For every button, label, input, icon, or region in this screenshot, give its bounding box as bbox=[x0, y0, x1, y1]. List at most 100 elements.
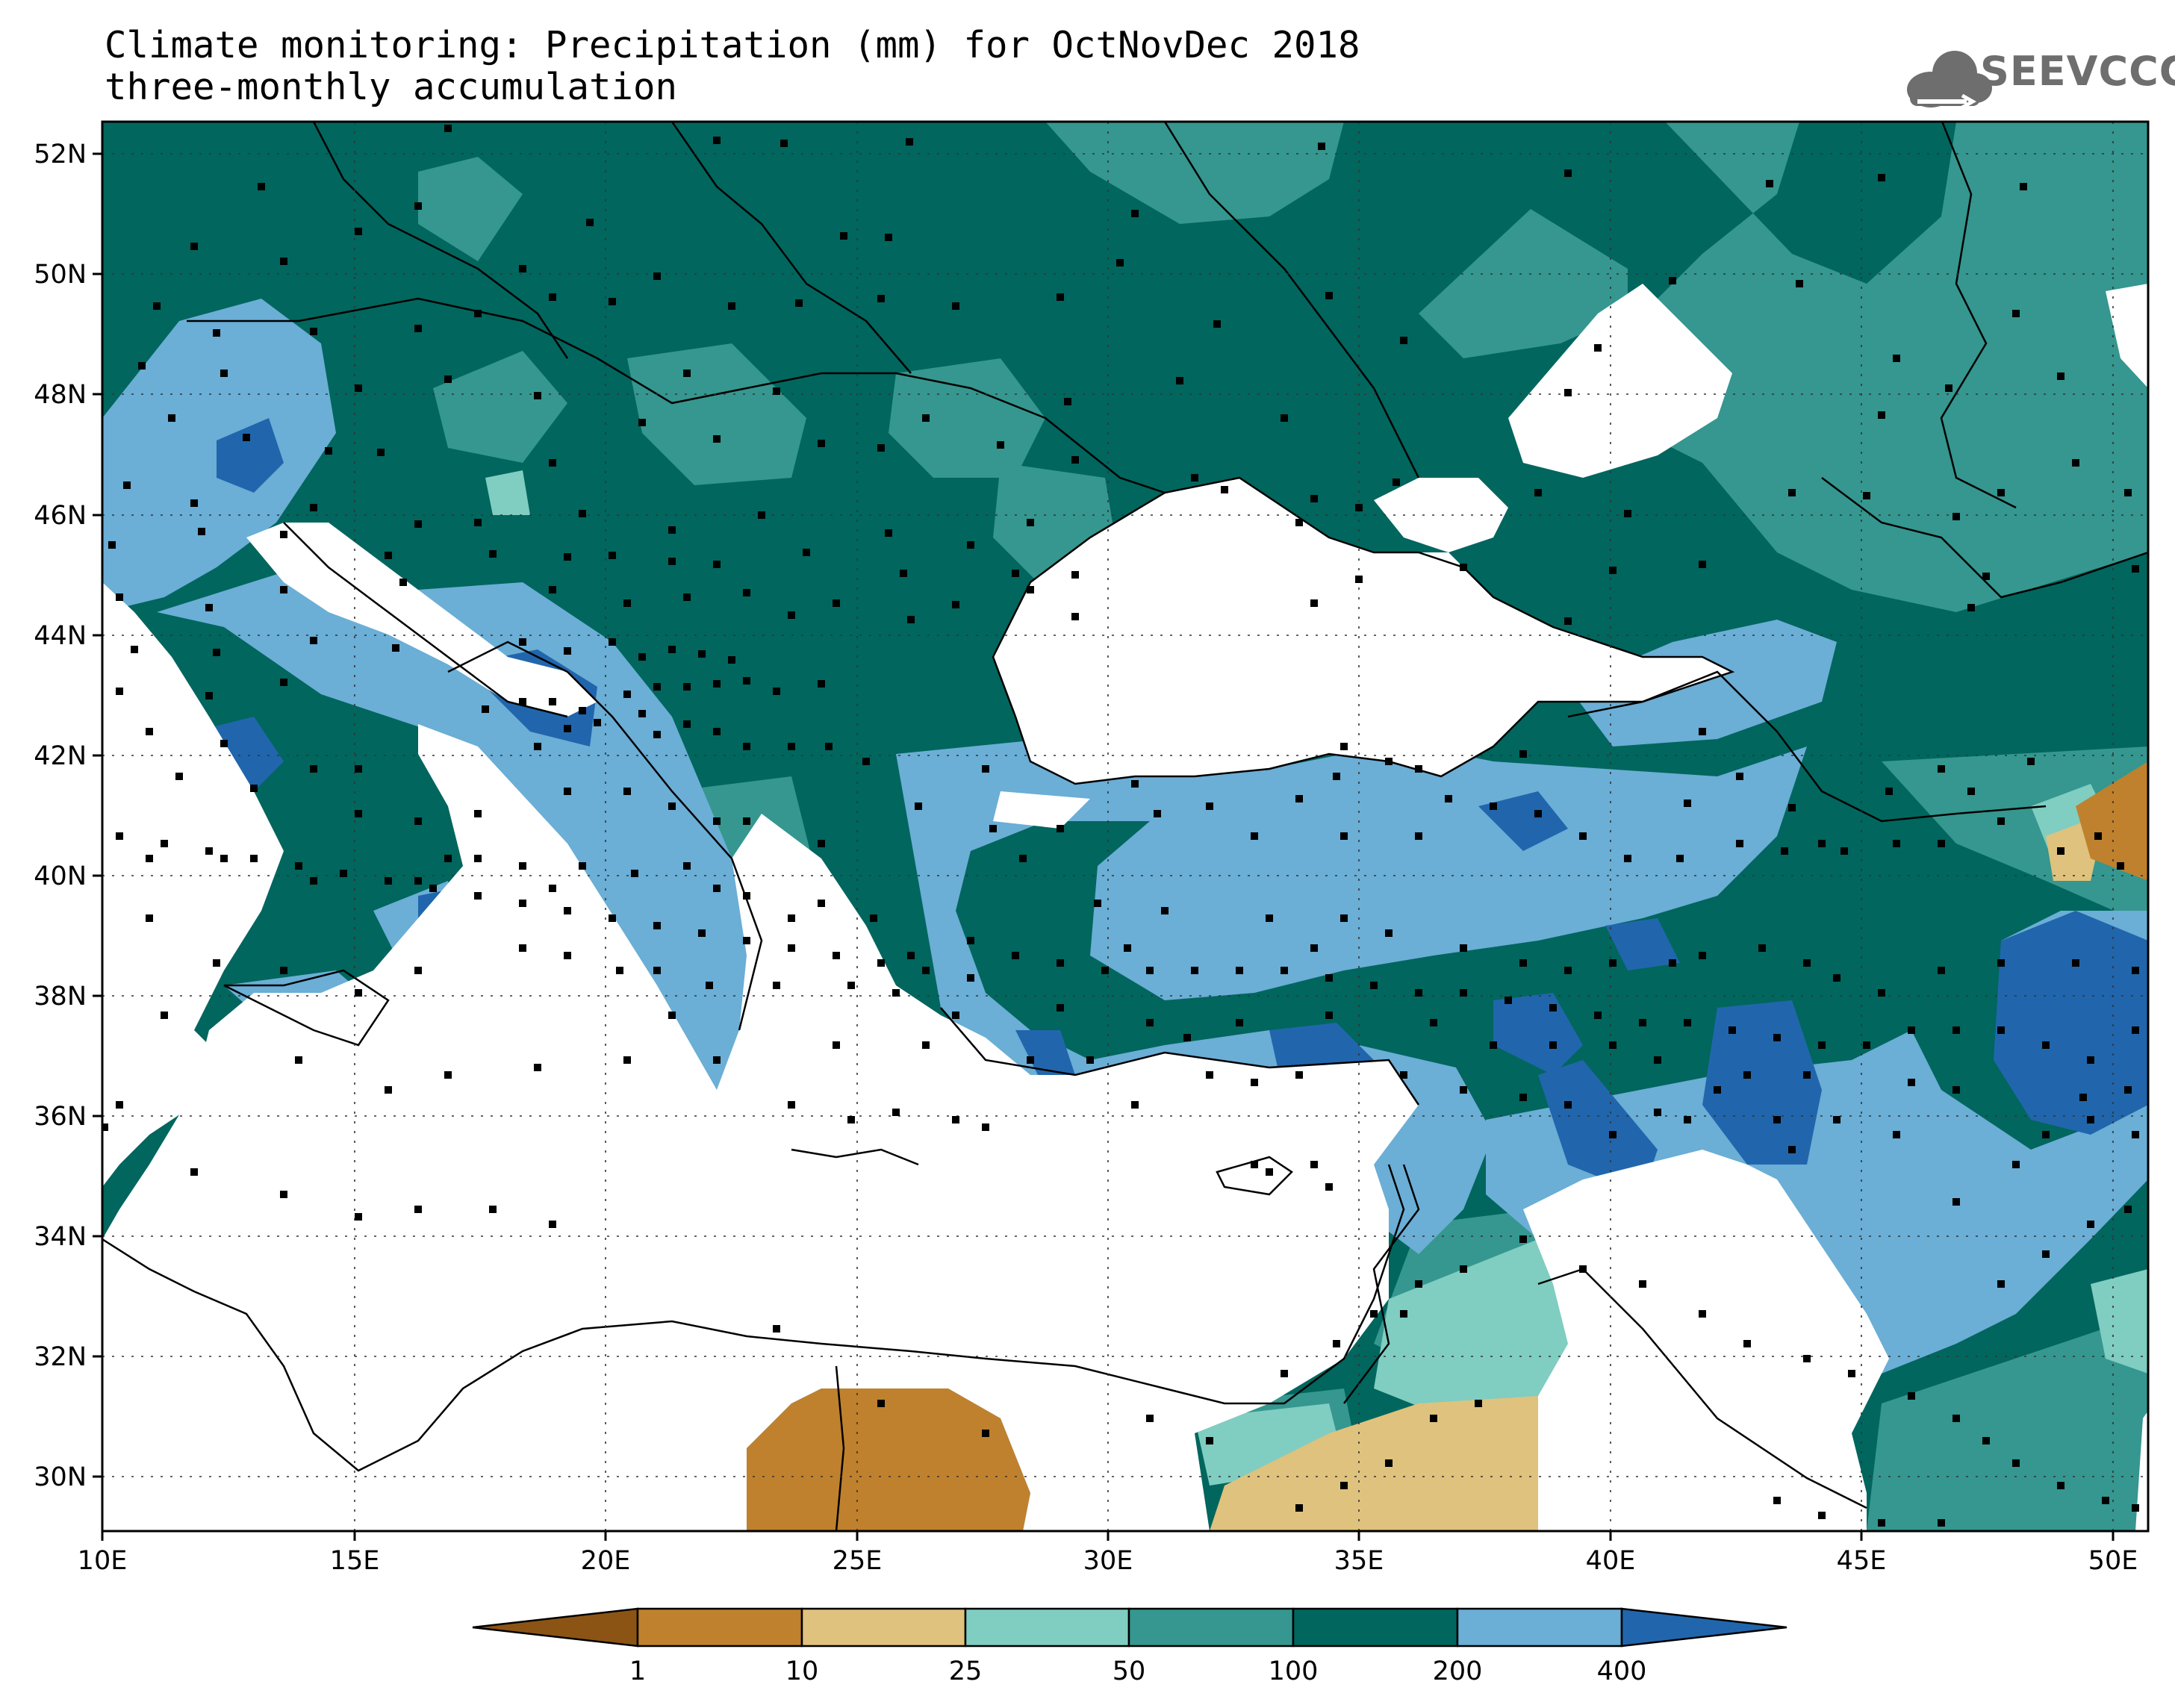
station-marker bbox=[2117, 862, 2124, 870]
station-marker bbox=[519, 900, 526, 907]
station-marker bbox=[653, 683, 661, 691]
station-marker bbox=[2057, 847, 2064, 855]
lat-label: 42N bbox=[34, 741, 87, 771]
station-marker bbox=[280, 586, 287, 593]
station-marker bbox=[2087, 1221, 2094, 1228]
station-marker bbox=[1460, 564, 1467, 571]
station-marker bbox=[1564, 169, 1572, 177]
station-marker bbox=[1908, 1392, 1915, 1400]
station-marker bbox=[743, 892, 750, 900]
station-marker bbox=[1833, 1116, 1840, 1123]
station-marker bbox=[743, 743, 750, 750]
station-marker bbox=[1781, 847, 1788, 855]
station-marker bbox=[1743, 1071, 1751, 1079]
station-marker bbox=[213, 329, 220, 337]
station-marker bbox=[870, 914, 877, 922]
station-marker bbox=[1952, 513, 1960, 520]
precip-band-200-400 bbox=[157, 567, 762, 1090]
station-marker bbox=[564, 647, 571, 655]
station-marker bbox=[952, 1116, 959, 1123]
station-marker bbox=[1295, 795, 1303, 802]
station-marker bbox=[1773, 1116, 1781, 1123]
colorbar-bin-1-10 bbox=[636, 1607, 803, 1648]
station-marker bbox=[519, 944, 526, 952]
station-marker bbox=[2079, 1094, 2087, 1101]
station-marker bbox=[250, 785, 258, 792]
station-marker bbox=[1340, 914, 1348, 922]
colorbar-bin-below-1 bbox=[472, 1607, 639, 1648]
station-marker bbox=[1997, 1026, 2005, 1034]
no-data-area bbox=[1508, 284, 1732, 478]
station-marker bbox=[1094, 900, 1101, 907]
country-borders bbox=[102, 122, 2148, 1531]
station-marker bbox=[474, 810, 482, 817]
station-marker bbox=[683, 862, 691, 870]
station-marker bbox=[1885, 788, 1893, 795]
station-marker bbox=[1609, 959, 1617, 967]
station-marker bbox=[713, 137, 721, 144]
colorbar-bin-above-400 bbox=[1620, 1607, 1787, 1648]
station-marker bbox=[564, 553, 571, 561]
station-marker bbox=[1997, 489, 2005, 496]
station-marker bbox=[2124, 489, 2132, 496]
station-marker bbox=[1430, 1019, 1437, 1026]
station-marker bbox=[2042, 1041, 2050, 1049]
station-marker bbox=[1818, 1041, 1826, 1049]
station-marker bbox=[1154, 810, 1161, 817]
station-marker bbox=[1415, 832, 1422, 840]
station-marker bbox=[1131, 210, 1139, 217]
station-marker bbox=[474, 855, 482, 862]
station-marker bbox=[1609, 567, 1617, 574]
station-marker bbox=[146, 914, 153, 922]
station-marker bbox=[713, 680, 721, 688]
station-marker bbox=[1938, 967, 1945, 974]
station-marker bbox=[1310, 599, 1318, 607]
station-marker bbox=[2012, 1161, 2020, 1168]
station-marker bbox=[220, 740, 228, 747]
no-data-area bbox=[2106, 284, 2148, 388]
station-marker bbox=[205, 847, 213, 855]
station-marker bbox=[1131, 1101, 1139, 1109]
station-marker bbox=[243, 434, 250, 441]
station-marker bbox=[818, 900, 825, 907]
station-marker bbox=[788, 611, 795, 619]
station-marker bbox=[847, 982, 855, 989]
station-marker bbox=[355, 810, 362, 817]
station-marker bbox=[250, 855, 258, 862]
station-marker bbox=[1676, 855, 1684, 862]
lon-label: 15E bbox=[330, 1546, 380, 1576]
station-marker bbox=[788, 914, 795, 922]
station-marker bbox=[549, 293, 556, 301]
station-marker bbox=[474, 310, 482, 317]
station-marker bbox=[1445, 795, 1452, 802]
station-marker bbox=[788, 1101, 795, 1109]
lon-label: 30E bbox=[1083, 1546, 1133, 1576]
station-marker bbox=[1938, 1519, 1945, 1527]
precip-band-10-25 bbox=[1210, 1396, 1538, 1531]
station-marker bbox=[519, 638, 526, 646]
station-marker bbox=[967, 541, 974, 549]
station-marker bbox=[668, 526, 676, 534]
station-marker bbox=[1071, 613, 1079, 620]
station-marker bbox=[1997, 1280, 2005, 1288]
plot-frame bbox=[101, 120, 2150, 1533]
lon-label: 40E bbox=[1586, 1546, 1636, 1576]
station-marker bbox=[1564, 389, 1572, 396]
station-marker bbox=[616, 967, 623, 974]
station-marker bbox=[161, 1012, 168, 1019]
station-marker bbox=[586, 219, 594, 226]
station-marker bbox=[1639, 1019, 1646, 1026]
station-marker bbox=[877, 444, 885, 452]
station-marker bbox=[2012, 1459, 2020, 1467]
station-marker bbox=[2124, 1086, 2132, 1094]
station-marker bbox=[444, 375, 452, 383]
station-marker bbox=[1281, 967, 1288, 974]
precip-band-50-100 bbox=[627, 343, 806, 485]
station-marker bbox=[399, 579, 407, 586]
station-marker bbox=[2042, 1131, 2050, 1138]
station-marker bbox=[280, 679, 287, 686]
station-marker bbox=[1101, 967, 1109, 974]
station-marker bbox=[1967, 788, 1975, 795]
station-marker bbox=[609, 298, 616, 305]
station-marker bbox=[1161, 907, 1169, 914]
